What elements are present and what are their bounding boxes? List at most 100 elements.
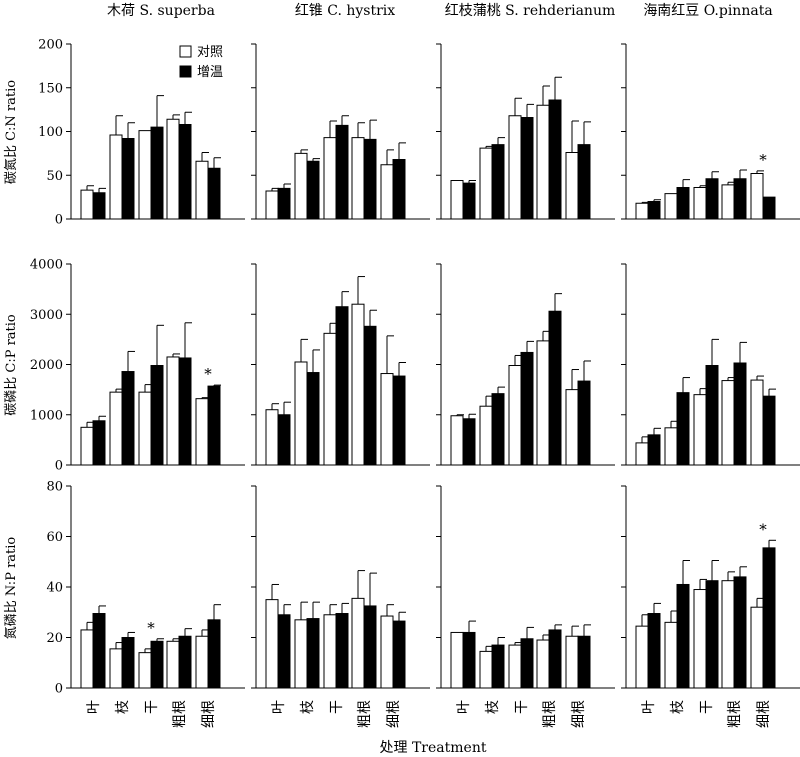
legend-swatch-warming xyxy=(179,65,192,78)
bar-control xyxy=(479,650,493,689)
bar-control xyxy=(450,631,464,689)
x-axis-label: 处理 Treatment xyxy=(380,740,487,756)
category-label: 叶 xyxy=(271,700,287,714)
bar-control xyxy=(138,130,152,220)
category-label: 枝 xyxy=(485,700,501,714)
bar-warming xyxy=(335,124,349,220)
bar-control xyxy=(450,415,464,466)
category-label: 干 xyxy=(514,700,530,714)
bar-control xyxy=(195,635,209,689)
bar-warming xyxy=(491,393,505,466)
bar-warming xyxy=(150,126,164,220)
bar-warming xyxy=(762,395,776,466)
category-label: 叶 xyxy=(456,700,472,714)
bar-warming xyxy=(92,613,106,689)
y-tick-label: 3000 xyxy=(30,308,63,323)
bar-control xyxy=(380,615,394,689)
bar-warming xyxy=(462,182,476,220)
bar-control xyxy=(450,180,464,220)
panel: 0 50 100 150 200 xyxy=(38,38,245,228)
bar-warming xyxy=(647,434,661,466)
bar-control xyxy=(195,398,209,466)
bar-control xyxy=(109,648,123,689)
panel: 0 1000 2000 3000 4000 * xyxy=(30,258,245,474)
bar-control xyxy=(166,640,180,689)
bar-warming xyxy=(306,160,320,220)
y-tick-label: 0 xyxy=(55,213,63,228)
y-tick-label: 40 xyxy=(46,581,63,596)
panel xyxy=(251,485,430,689)
y-tick-label: 2000 xyxy=(30,358,63,373)
bar-control xyxy=(635,625,649,689)
category-labels: 叶枝干粗根 细根叶枝干粗根 细根叶枝干粗根 细根叶枝干粗根 细根 xyxy=(86,700,772,728)
y-tick-label: 1000 xyxy=(30,408,63,423)
y-tick-label: 50 xyxy=(46,169,63,184)
category-label: 干 xyxy=(329,700,345,714)
bar-control xyxy=(265,599,279,689)
bar-control xyxy=(195,160,209,220)
bar-control xyxy=(693,589,707,689)
bar-control xyxy=(750,173,764,220)
y-axis-label: 碳氮比 C:N ratio xyxy=(4,80,19,184)
bar-control xyxy=(351,303,365,466)
bar-warming xyxy=(705,580,719,689)
bar-warming xyxy=(277,187,291,220)
category-label: 粗根 xyxy=(172,700,188,728)
y-axis-label: 碳磷比 C:P ratio xyxy=(4,314,19,416)
bar-control xyxy=(635,442,649,466)
column-title: 海南红豆 O.pinnata xyxy=(643,3,772,19)
legend-label: 增温 xyxy=(197,65,223,80)
bar-warming xyxy=(520,117,534,220)
bar-warming xyxy=(520,351,534,466)
y-tick-label: 0 xyxy=(55,682,63,697)
y-tick-label: 0 xyxy=(55,459,63,474)
bar-control xyxy=(508,115,522,220)
category-label: 细根 xyxy=(756,700,772,728)
bar-warming xyxy=(520,638,534,689)
y-tick-label: 100 xyxy=(38,125,63,140)
bar-warming xyxy=(548,310,562,466)
bar-control xyxy=(750,606,764,689)
significance-marker: * xyxy=(204,365,212,383)
category-label: 叶 xyxy=(86,700,102,714)
category-label: 细根 xyxy=(201,700,217,728)
significance-marker: * xyxy=(147,619,155,637)
bar-control xyxy=(166,356,180,466)
column-title: 红锥 C. hystrix xyxy=(295,3,395,19)
panel xyxy=(436,263,615,466)
bar-control xyxy=(138,652,152,689)
bar-warming xyxy=(178,635,192,689)
bar-control xyxy=(508,644,522,689)
bar-control xyxy=(265,190,279,220)
bar-warming xyxy=(676,583,690,689)
bar-control xyxy=(750,379,764,466)
panel: 0 20 40 60 80 * xyxy=(46,480,245,697)
bar-warming xyxy=(647,613,661,689)
bar-warming xyxy=(363,605,377,689)
bar-warming xyxy=(676,187,690,220)
bar-warming xyxy=(733,576,747,689)
y-tick-label: 60 xyxy=(46,530,63,545)
bar-warming xyxy=(150,640,164,689)
panel xyxy=(251,263,430,466)
bar-warming xyxy=(306,618,320,689)
category-label: 干 xyxy=(144,700,160,714)
bar-control xyxy=(536,104,550,220)
panels: 0 50 100 150 200 * 0 1000 2000 3000 4000 * 0 20 40 60 80… xyxy=(30,38,800,697)
bar-control xyxy=(635,202,649,220)
panel xyxy=(436,485,615,689)
bar-control xyxy=(693,187,707,220)
bar-warming xyxy=(207,619,221,689)
category-label: 枝 xyxy=(115,700,131,714)
bar-control xyxy=(380,164,394,220)
bar-warming xyxy=(705,365,719,466)
bar-control xyxy=(536,639,550,689)
bar-control xyxy=(508,365,522,466)
bar-warming xyxy=(178,357,192,466)
bar-warming xyxy=(577,380,591,466)
bar-warming xyxy=(647,201,661,220)
bar-control xyxy=(294,361,308,466)
bar-control xyxy=(565,389,579,466)
y-axis-label: 氮磷比 N:P ratio xyxy=(4,537,19,640)
